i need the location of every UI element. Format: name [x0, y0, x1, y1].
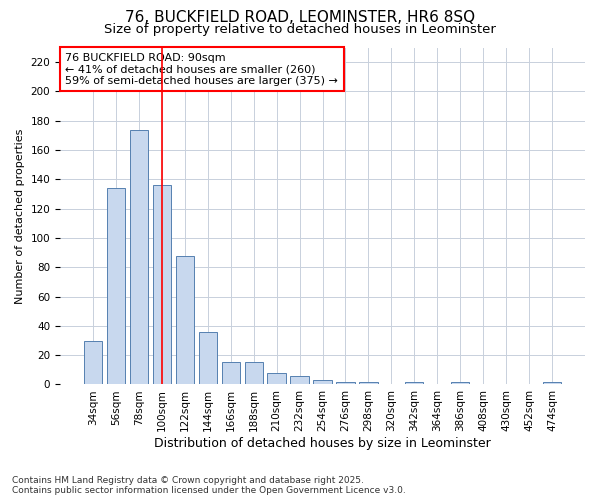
Bar: [107, 188, 125, 384]
Bar: [313, 380, 332, 384]
Bar: [543, 382, 561, 384]
Bar: [359, 382, 377, 384]
Text: Contains HM Land Registry data © Crown copyright and database right 2025.
Contai: Contains HM Land Registry data © Crown c…: [12, 476, 406, 495]
Bar: [268, 372, 286, 384]
Y-axis label: Number of detached properties: Number of detached properties: [15, 128, 25, 304]
Bar: [245, 362, 263, 384]
X-axis label: Distribution of detached houses by size in Leominster: Distribution of detached houses by size …: [154, 437, 491, 450]
Bar: [130, 130, 148, 384]
Bar: [290, 376, 309, 384]
Bar: [221, 362, 240, 384]
Bar: [199, 332, 217, 384]
Bar: [153, 185, 171, 384]
Bar: [405, 382, 424, 384]
Text: 76 BUCKFIELD ROAD: 90sqm
← 41% of detached houses are smaller (260)
59% of semi-: 76 BUCKFIELD ROAD: 90sqm ← 41% of detach…: [65, 52, 338, 86]
Bar: [336, 382, 355, 384]
Bar: [84, 340, 102, 384]
Text: 76, BUCKFIELD ROAD, LEOMINSTER, HR6 8SQ: 76, BUCKFIELD ROAD, LEOMINSTER, HR6 8SQ: [125, 10, 475, 25]
Bar: [176, 256, 194, 384]
Bar: [451, 382, 469, 384]
Text: Size of property relative to detached houses in Leominster: Size of property relative to detached ho…: [104, 22, 496, 36]
